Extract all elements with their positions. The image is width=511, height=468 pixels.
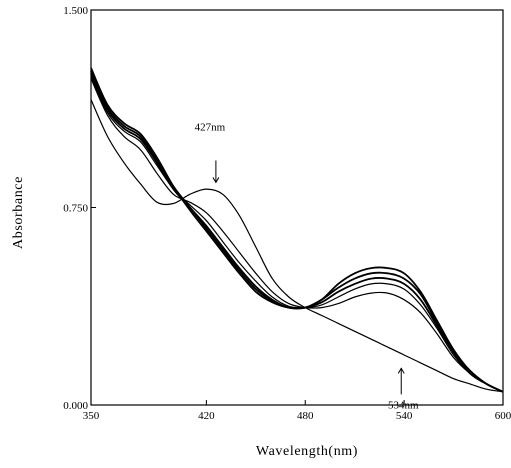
y-tick-label: 0.000 (63, 400, 88, 412)
annotation-label-534: 534nm (388, 399, 419, 411)
y-tick-label: 1.500 (63, 5, 88, 17)
y-axis-ticks: 0.000 0.750 1.500 (63, 5, 96, 412)
annotation-arrowhead-534 (397, 367, 405, 374)
annotation-arrowhead-427 (212, 177, 220, 184)
x-tick-label: 480 (297, 410, 314, 422)
series-line-1 (90, 99, 504, 393)
x-tick-label: 540 (396, 410, 413, 422)
series-layer (90, 67, 504, 393)
series-line-6 (90, 67, 504, 393)
plot-area (90, 9, 504, 406)
x-axis-title: Wavelength(nm) (256, 444, 358, 459)
x-tick-label: 600 (495, 410, 511, 422)
annotation-label-427: 427nm (195, 121, 226, 133)
y-tick-label: 0.750 (63, 203, 88, 215)
series-line-2 (90, 78, 504, 393)
y-axis-title: Absorbance (11, 176, 26, 249)
x-axis-ticks: 350 420 480 540 600 (83, 400, 511, 422)
x-tick-label: 350 (83, 410, 100, 422)
plot-frame (90, 9, 504, 406)
annotations-layer: 427nm 534nm (195, 121, 419, 411)
x-tick-label: 420 (198, 410, 215, 422)
series-line-3 (90, 75, 504, 393)
series-line-4 (90, 72, 504, 393)
series-line-5 (90, 70, 504, 393)
